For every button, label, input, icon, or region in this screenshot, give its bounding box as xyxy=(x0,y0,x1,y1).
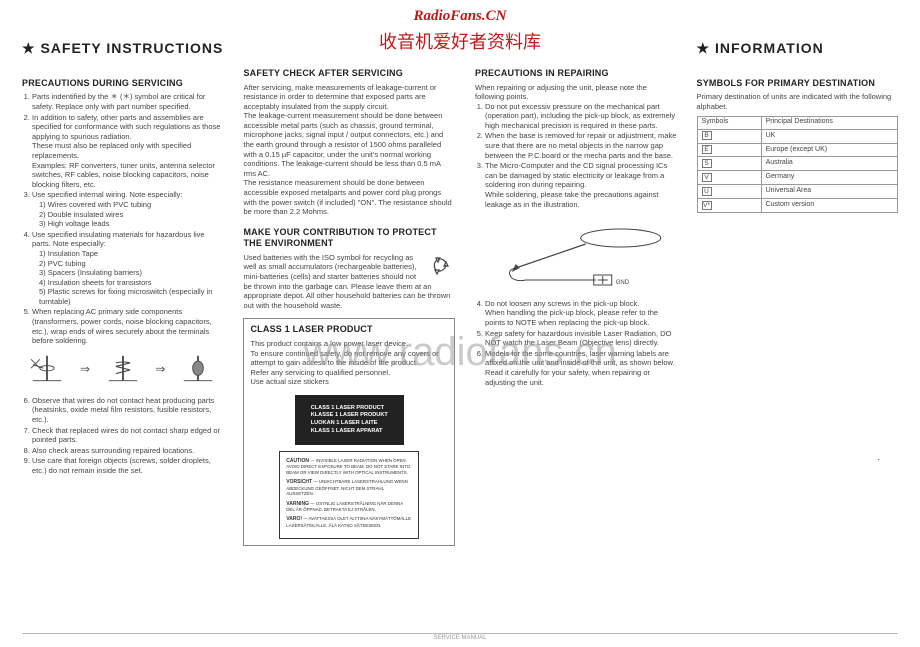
class1-label: CLASS 1 LASER PRODUCT KLASSE 1 LASER PRO… xyxy=(295,395,404,445)
item-4: Use specified insulating materials for h… xyxy=(32,230,223,307)
arrow-icon: ⇒ xyxy=(155,362,165,377)
list-repair: Do not put excessiv pressure on the mech… xyxy=(475,102,676,210)
col-safety-instructions: ★ SAFETY INSTRUCTIONS PRECAUTIONS DURING… xyxy=(22,24,223,639)
item-3: Use specified internal wiring. Note espe… xyxy=(32,190,223,228)
soldering-iron-diagram: GND xyxy=(475,220,676,290)
cell-symbol: E xyxy=(697,143,761,157)
cell-destination: UK xyxy=(761,129,897,143)
arrow-icon: ⇒ xyxy=(80,362,90,377)
cell-destination: Europe (except UK) xyxy=(761,143,897,157)
h-repair: PRECAUTIONS IN REPAIRING xyxy=(475,68,676,80)
laser-line-1: This product contains a low power laser … xyxy=(250,339,448,349)
item-1: Parts indentified by the ＊ (＊) symbol ar… xyxy=(32,92,223,111)
diagram-solder-icon xyxy=(180,354,216,386)
footer: SERVICE MANUAL xyxy=(22,633,898,641)
item-9: Use care that foreign objects (screws, s… xyxy=(32,456,223,475)
table-row: UUniversal Area xyxy=(697,185,897,199)
laser-product-box: CLASS 1 LASER PRODUCT This product conta… xyxy=(243,318,455,546)
repair-6: Models for the some countries, laser war… xyxy=(485,349,676,387)
repair-4: Do not loosen any screws in the pick-up … xyxy=(485,299,676,328)
th-symbols: Symbols xyxy=(697,116,761,129)
cell-symbol: V* xyxy=(697,199,761,213)
table-header-row: Symbols Principal Destinations xyxy=(697,116,897,129)
cell-destination: Germany xyxy=(761,171,897,185)
item-8: Also check areas surrounding repaired lo… xyxy=(32,446,223,456)
document-page: ★ SAFETY INSTRUCTIONS PRECAUTIONS DURING… xyxy=(0,0,920,647)
table-row: EEurope (except UK) xyxy=(697,143,897,157)
table-row: VGermany xyxy=(697,171,897,185)
svg-text:GND: GND xyxy=(616,280,630,286)
diagram-wrap-icon xyxy=(105,354,141,386)
list-servicing-cont: Observe that wires do not contact heat p… xyxy=(22,396,223,476)
diagram-bad-icon xyxy=(29,354,65,386)
cell-symbol: B xyxy=(697,129,761,143)
caution-label: CAUTION — INVISIBLE LASER RADIATION WHEN… xyxy=(279,451,419,539)
list-servicing: Parts indentified by the ＊ (＊) symbol ar… xyxy=(22,92,223,345)
item-7: Check that replaced wires do not contact… xyxy=(32,426,223,445)
watermark-chinese: 收音机爱好者资料库 xyxy=(0,28,920,54)
item-2: In addition to safety, other parts and a… xyxy=(32,113,223,190)
cell-destination: Australia xyxy=(761,157,897,171)
cell-symbol: V xyxy=(697,171,761,185)
h-laser: CLASS 1 LASER PRODUCT xyxy=(250,324,448,336)
repair-1: Do not put excessiv pressure on the mech… xyxy=(485,102,676,131)
table-row: SAustralia xyxy=(697,157,897,171)
col-information: ★ INFORMATION SYMBOLS FOR PRIMARY DESTIN… xyxy=(697,24,898,639)
item-5: When replacing AC primary side component… xyxy=(32,307,223,345)
caution-label-block: CAUTION — INVISIBLE LASER RADIATION WHEN… xyxy=(250,451,448,539)
cell-destination: Universal Area xyxy=(761,185,897,199)
table-row: BUK xyxy=(697,129,897,143)
list-repair-cont: Do not loosen any screws in the pick-up … xyxy=(475,299,676,387)
p-check-3: The resistance measurement should be don… xyxy=(243,178,455,216)
stray-dot: . xyxy=(877,452,880,462)
laser-line-3: Refer any servicing to qualified personn… xyxy=(250,368,448,378)
black-label-block: CLASS 1 LASER PRODUCT KLASSE 1 LASER PRO… xyxy=(250,395,448,445)
cell-symbol: S xyxy=(697,157,761,171)
p-check-1: After servicing, make measurements of le… xyxy=(243,83,455,112)
h-precautions-servicing: PRECAUTIONS DURING SERVICING xyxy=(22,78,223,90)
symbols-intro: Primary destination of units are indicat… xyxy=(697,92,898,111)
repair-3: The Micro-Computer and the CD signal pro… xyxy=(485,161,676,209)
cell-symbol: U xyxy=(697,185,761,199)
h-safety-check: SAFETY CHECK AFTER SERVICING xyxy=(243,68,455,80)
p-environment: Used batteries with the ISO symbol for r… xyxy=(243,253,455,311)
item-6: Observe that wires do not contact heat p… xyxy=(32,396,223,425)
destination-rows: BUKEEurope (except UK)SAustraliaVGermany… xyxy=(697,129,897,213)
h-symbols: SYMBOLS FOR PRIMARY DESTINATION xyxy=(697,78,898,90)
th-destinations: Principal Destinations xyxy=(761,116,897,129)
h-environment: MAKE YOUR CONTRIBUTION TO PROTECT THE EN… xyxy=(243,227,455,250)
cell-destination: Custom version xyxy=(761,199,897,213)
p-check-2: The leakage-current measurement should b… xyxy=(243,111,455,178)
repair-5: Keep safety for hazardous invisible Lase… xyxy=(485,329,676,348)
col-repair-precautions: PRECAUTIONS IN REPAIRING When repairing … xyxy=(475,24,676,639)
recycle-icon xyxy=(429,254,453,278)
destination-table: Symbols Principal Destinations BUKEEurop… xyxy=(697,116,898,214)
laser-line-4: Use actual size stickers xyxy=(250,377,448,387)
repair-2: When the base is removed for repair or a… xyxy=(485,131,676,160)
watermark-site: RadioFans.CN xyxy=(0,8,920,25)
table-row: V*Custom version xyxy=(697,199,897,213)
repair-intro: When repairing or adjusing the unit, ple… xyxy=(475,83,676,102)
col-safety-check: SAFETY CHECK AFTER SERVICING After servi… xyxy=(243,24,455,639)
laser-line-2: To ensure continued safety, do not remov… xyxy=(250,349,448,368)
diagram-terminal-wrap: ⇒ ⇒ xyxy=(22,352,223,388)
